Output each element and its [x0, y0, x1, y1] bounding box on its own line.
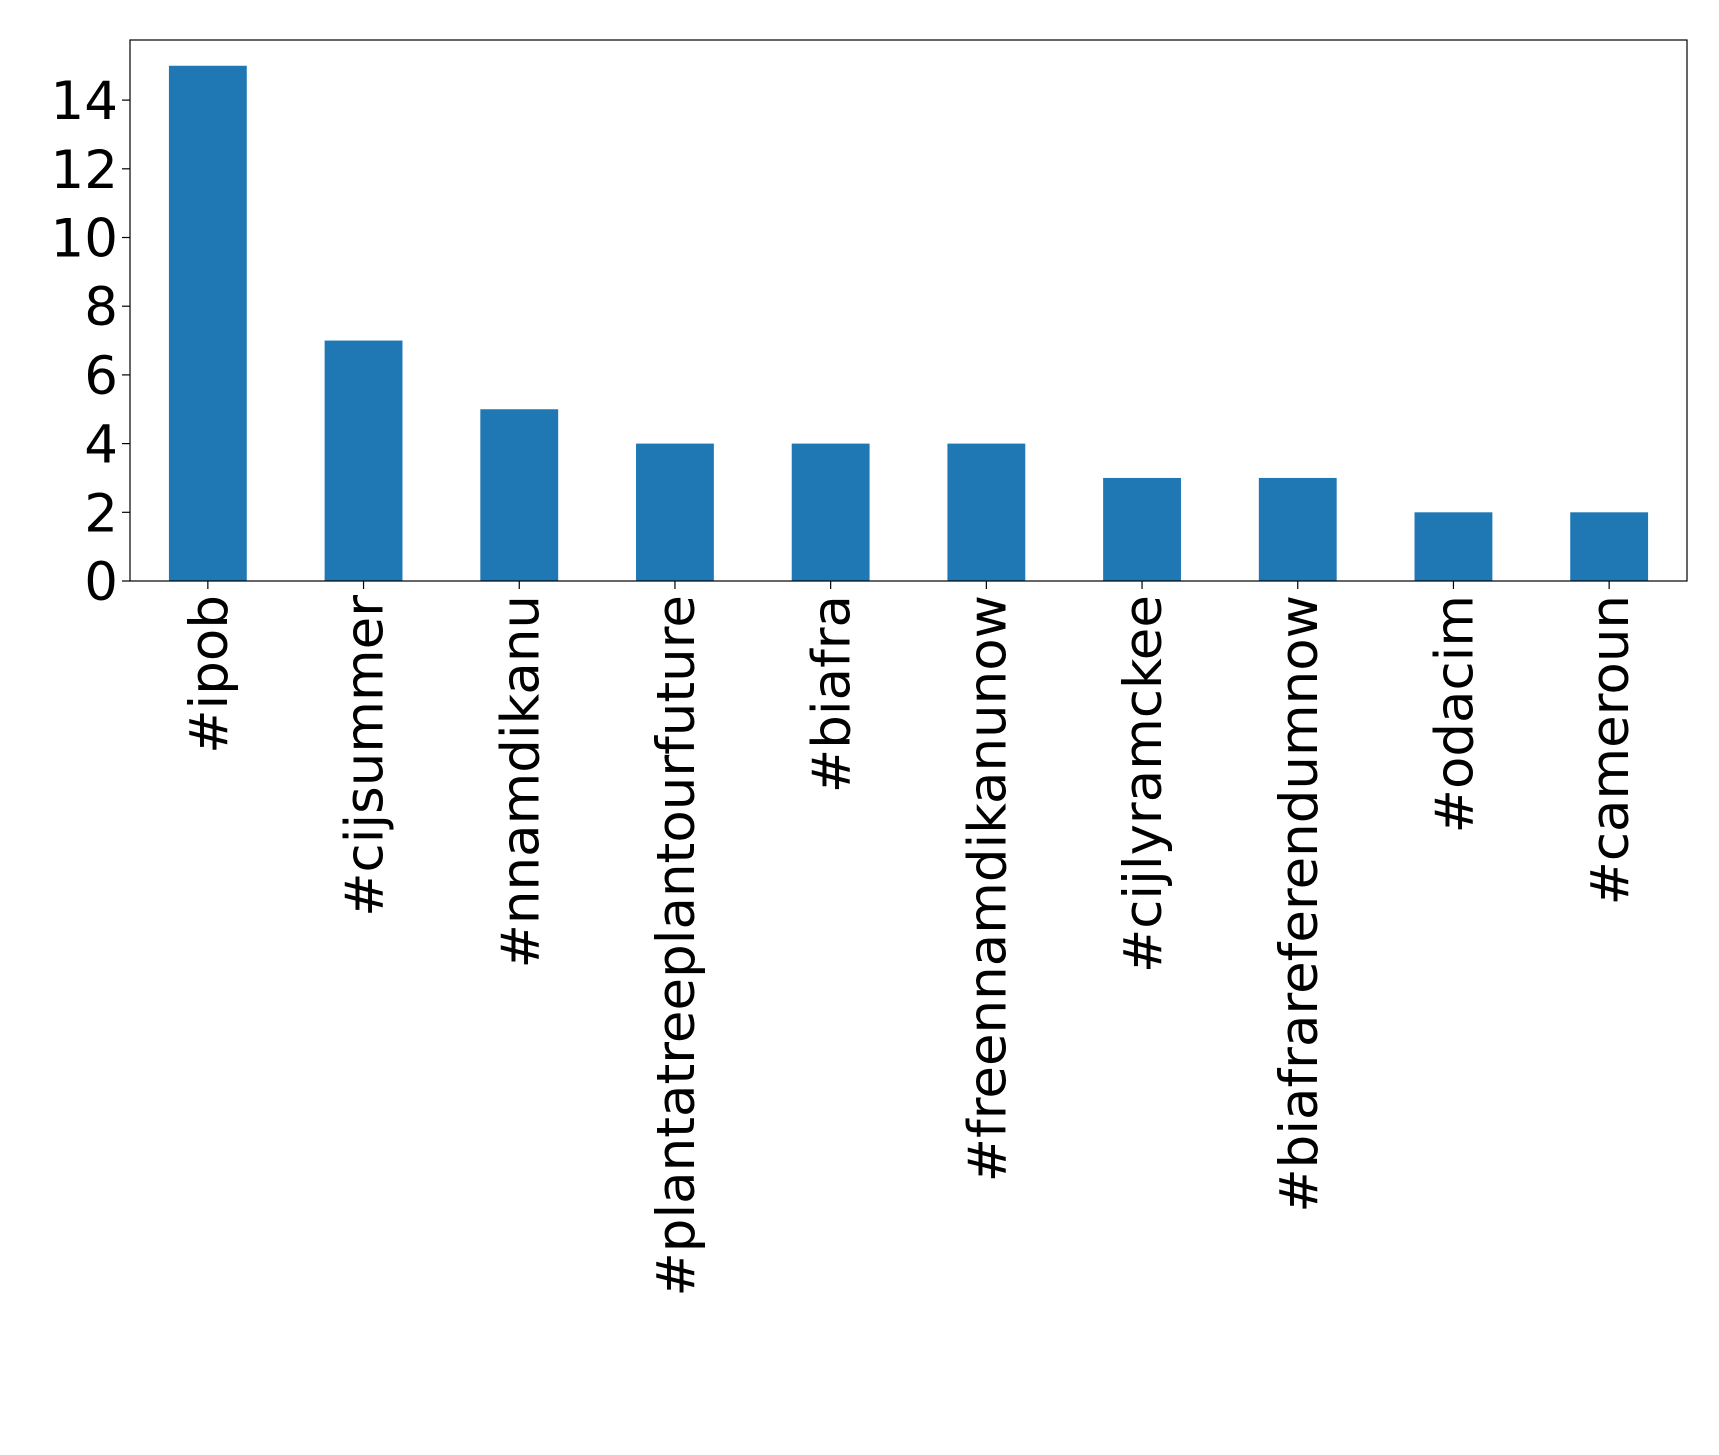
bar — [1258, 477, 1337, 581]
y-tick-label: 8 — [84, 277, 118, 338]
y-tick-label: 0 — [84, 552, 118, 613]
x-tick-label: #biafrareferendumnow — [1269, 595, 1330, 1213]
x-tick-label: #cijsummer — [335, 595, 396, 917]
plot-frame — [129, 39, 1688, 582]
x-tick-label: #cameroun — [1580, 595, 1641, 906]
y-tick-label: 6 — [84, 346, 118, 407]
x-tick-label: #odacim — [1424, 595, 1485, 833]
x-tick-label: #cijlyramckee — [1113, 595, 1174, 973]
bar — [480, 409, 559, 581]
x-tick-label: #freennamdikanunow — [957, 595, 1018, 1182]
x-tick-label: #biafra — [802, 595, 863, 793]
bar — [1103, 477, 1181, 581]
x-tick-label: #plantatreeplantourfuture — [646, 595, 707, 1297]
bar — [324, 340, 403, 581]
y-tick-label: 14 — [51, 71, 118, 132]
y-tick-label: 12 — [51, 140, 118, 201]
bar — [947, 443, 1026, 581]
x-tick-label: #nnamdikanu — [490, 595, 551, 968]
bar — [1414, 512, 1493, 581]
bar — [168, 65, 247, 581]
y-tick-label: 4 — [84, 415, 118, 476]
y-tick-label: 10 — [51, 209, 118, 270]
bar — [791, 443, 870, 581]
y-tick-label: 2 — [84, 483, 118, 544]
bar — [636, 443, 714, 581]
x-tick-label: #ipob — [179, 595, 240, 754]
bar — [1570, 512, 1649, 581]
